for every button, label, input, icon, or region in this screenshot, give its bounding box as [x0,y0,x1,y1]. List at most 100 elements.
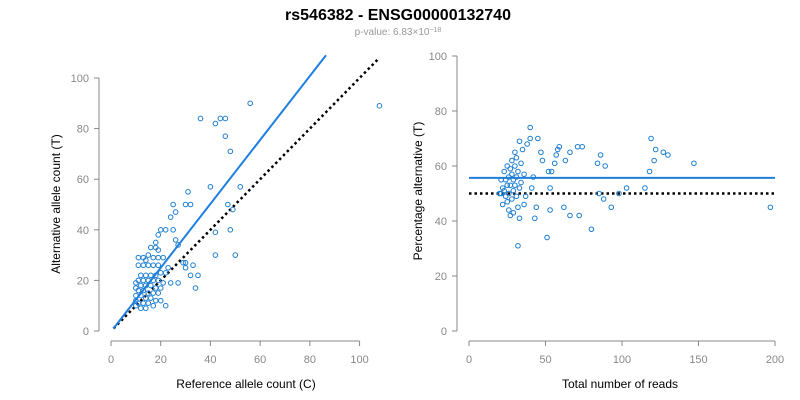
data-point [616,190,622,197]
data-point [518,160,524,167]
data-point [237,183,244,190]
data-point [167,214,174,220]
p-value-base: 10 [418,27,430,38]
data-point [143,257,149,263]
data-point [553,152,560,158]
x-tick-label: 100 [350,354,368,366]
data-point [561,204,567,211]
data-point [182,201,189,208]
data-point [187,272,194,279]
data-point [180,259,186,266]
allele-count-scatter-panel: 0 20 40 60 80 100 0 20 40 60 80 100 Reference allel… [49,54,383,391]
data-point [597,152,604,158]
data-point [160,254,166,261]
data-point [145,300,152,306]
data-point [147,272,154,279]
data-point [247,100,253,107]
p-value-subtitle: p-value: 6.83×10−18 [355,27,442,39]
data-point [135,254,142,261]
data-point [155,290,162,296]
data-point [143,272,149,279]
data-point [157,285,164,291]
data-point [217,115,224,122]
data-point [501,168,507,175]
data-point [533,204,540,211]
p-value-prefix: p-value: [355,27,393,38]
data-point [157,297,164,304]
data-point [518,179,524,186]
data-point [509,196,515,202]
x-tick-label: 0 [466,354,472,366]
data-point [182,264,189,271]
data-point [172,209,179,215]
data-point [554,146,561,153]
data-point [544,234,550,241]
percentage-axes: 0 50 100 150 200 0 20 40 60 80 100 [429,51,785,366]
data-point [504,198,511,205]
data-point [190,262,196,269]
data-point [140,262,147,269]
data-point [499,201,506,208]
x-tick-label: 50 [539,354,551,366]
data-point [192,285,199,291]
x-tick-label: 0 [108,354,114,366]
data-point [197,115,204,122]
data-point [212,120,219,127]
data-point [547,207,553,213]
data-point [596,190,602,197]
data-point [531,215,538,222]
data-point [170,227,176,233]
x-tick-label: 150 [689,354,707,366]
data-point [227,227,234,233]
data-point [521,171,527,178]
data-point [232,252,239,258]
data-point [505,207,512,213]
data-point [516,215,523,222]
data-point [562,157,569,164]
data-point [530,174,537,180]
data-point [143,305,149,312]
y-tick-label: 40 [77,225,89,237]
data-point [138,282,144,289]
data-point [515,242,521,249]
data-point [150,254,157,261]
allele-count-axes: 0 20 40 60 80 100 0 20 40 60 80 100 [71,73,369,366]
data-point [513,154,520,161]
x-tick-label: 100 [613,354,631,366]
data-point [660,149,667,156]
data-point [140,300,147,306]
percentage-lines [469,176,775,195]
data-point [140,287,147,294]
data-point [510,187,517,194]
data-point [225,201,231,208]
data-point [651,157,657,164]
y-tick-label: 100 [71,73,89,85]
data-point [665,152,671,158]
data-point [147,295,154,301]
x-tick-label: 80 [304,354,316,366]
data-point [556,143,563,150]
data-point [133,302,139,309]
data-point [608,204,615,211]
data-point [175,280,181,286]
data-point [527,135,534,142]
data-point [509,171,515,178]
data-point [212,229,219,236]
data-point [138,272,144,279]
data-point [207,183,214,190]
y-tick-label: 100 [429,51,447,63]
data-point [538,149,544,156]
data-point [623,185,630,191]
data-point [135,262,142,269]
y-tick-label: 20 [77,275,89,287]
data-point [551,160,558,167]
data-point [548,168,555,175]
data-point [167,280,174,286]
percentage-scatter-panel: 0 50 100 150 200 0 20 40 60 80 100 Total number of… [411,51,784,391]
data-point [498,176,504,183]
data-point [195,272,201,279]
data-point [539,157,546,164]
data-point [767,204,774,211]
data-point [150,302,157,309]
